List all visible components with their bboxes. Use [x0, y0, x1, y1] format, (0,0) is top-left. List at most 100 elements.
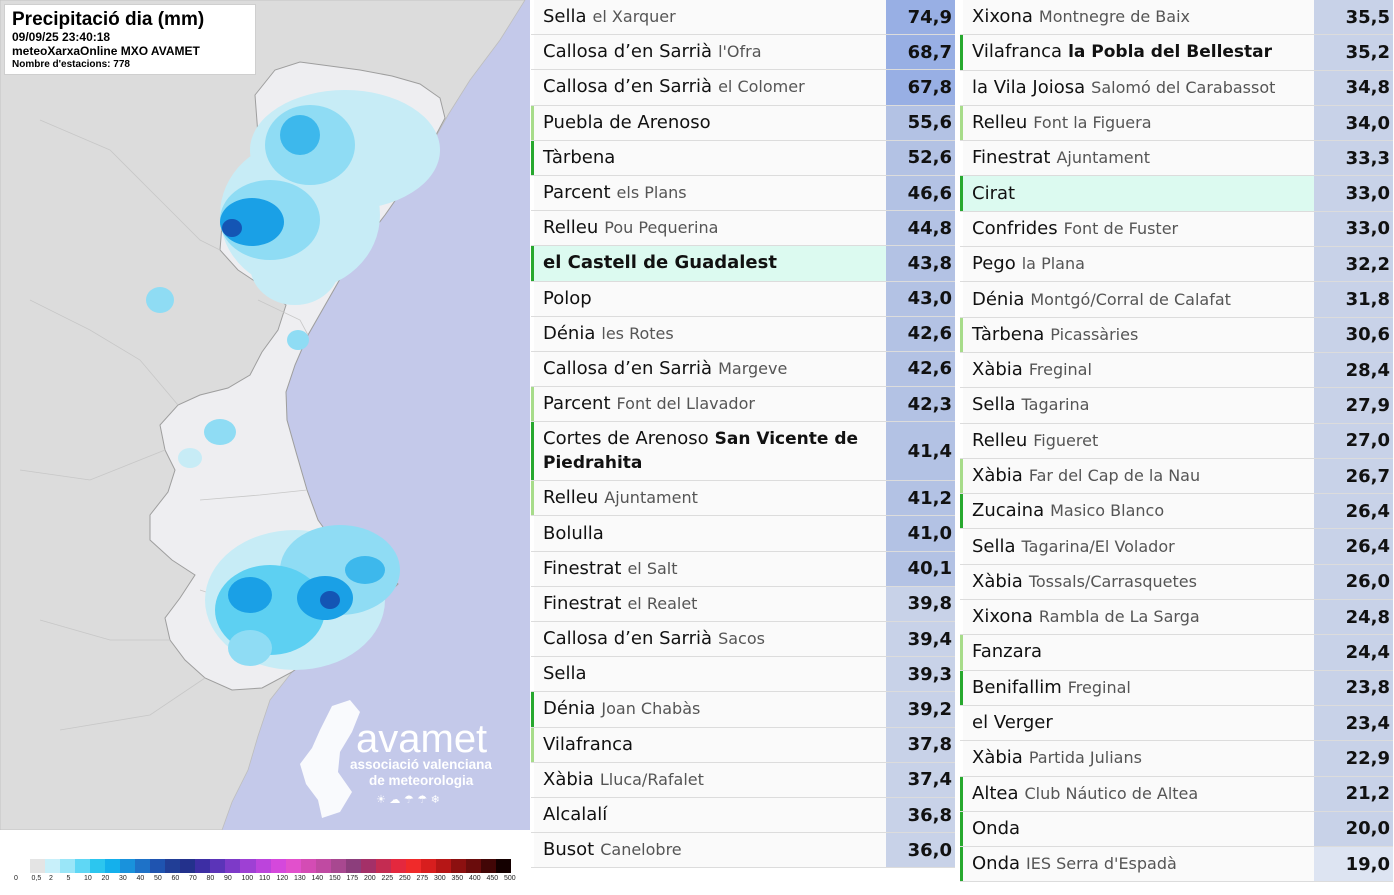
legend-swatch — [75, 859, 91, 873]
station-row[interactable]: Sella el Xarquer 74,9 — [531, 0, 955, 36]
station-row[interactable]: Sella Tagarina 27,9 — [960, 388, 1393, 424]
station-name: Sella — [543, 662, 587, 686]
legend-swatch — [90, 859, 106, 873]
station-municipality: Relleu — [543, 217, 599, 239]
precipitation-value: 32,2 — [1314, 247, 1393, 282]
legend-swatch — [255, 859, 271, 873]
station-row[interactable]: el Castell de Guadalest 43,8 — [531, 246, 955, 282]
station-row[interactable]: Tàrbena Picassàries 30,6 — [960, 317, 1393, 353]
station-row[interactable]: Parcent els Plans 46,6 — [531, 175, 955, 212]
legend-swatch — [330, 859, 346, 873]
station-municipality: Parcent — [543, 393, 611, 415]
station-municipality: Xàbia — [972, 747, 1023, 769]
station-row[interactable]: Fanzara 24,4 — [960, 635, 1393, 671]
station-row[interactable]: Relleu Figueret 27,0 — [960, 423, 1393, 459]
station-location: Montnegre de Baix — [1038, 7, 1190, 27]
station-name: Finestrat el Realet — [543, 592, 697, 616]
station-row[interactable]: Puebla de Arenoso 55,6 — [531, 105, 955, 141]
station-row[interactable]: Polop 43,0 — [531, 281, 955, 317]
station-location: Tossals/Carrasquetes — [1028, 571, 1197, 591]
station-row[interactable]: Sella 39,3 — [531, 657, 955, 693]
map-title: Precipitació dia (mm) — [12, 9, 205, 30]
precipitation-value: 44,8 — [886, 211, 955, 246]
legend-label: 140 — [311, 875, 324, 882]
station-row[interactable]: Callosa d’en Sarrià l'Ofra 68,7 — [531, 35, 955, 71]
station-name: Relleu Ajuntament — [543, 486, 698, 510]
legend-label: 225 — [381, 875, 394, 882]
station-name: Pego la Plana — [972, 252, 1085, 276]
station-row[interactable]: Bolulla 41,0 — [531, 516, 955, 552]
station-row[interactable]: Cortes de Arenoso San Vicente de Piedrahi… — [531, 422, 955, 482]
station-name: Sella el Xarquer — [543, 5, 676, 29]
precipitation-value: 55,6 — [886, 105, 955, 140]
station-municipality: Callosa d’en Sarrià — [543, 41, 713, 63]
station-row[interactable]: Tàrbena 52,6 — [531, 140, 955, 176]
station-row[interactable]: Pego la Plana 32,2 — [960, 247, 1393, 283]
station-location: el Realet — [627, 593, 698, 613]
station-row[interactable]: Dénia Joan Chabàs 39,2 — [531, 692, 955, 728]
station-row[interactable]: el Verger 23,4 — [960, 705, 1393, 742]
station-municipality: Tàrbena — [972, 323, 1045, 345]
station-row[interactable]: Xàbia Far del Cap de la Nau 26,7 — [960, 458, 1393, 495]
station-municipality: Parcent — [543, 182, 611, 204]
station-row[interactable]: Altea Club Náutico de Altea 21,2 — [960, 776, 1393, 812]
legend-swatch — [60, 859, 76, 873]
station-location: Margeve — [718, 358, 788, 378]
station-row[interactable]: Callosa d’en Sarrià Margeve 42,6 — [531, 351, 955, 388]
station-municipality: Alcalalí — [543, 804, 608, 826]
station-row[interactable]: Sella Tagarina/El Volador 26,4 — [960, 529, 1393, 565]
station-row[interactable]: Xàbia Tossals/Carrasquetes 26,0 — [960, 564, 1393, 601]
station-row[interactable]: Vilafranca la Pobla del Bellestar 35,2 — [960, 35, 1393, 71]
station-row[interactable]: Relleu Ajuntament 41,2 — [531, 481, 955, 517]
station-row[interactable]: Dénia Montgó/Corral de Calafat 31,8 — [960, 282, 1393, 318]
station-row[interactable]: Onda 20,0 — [960, 811, 1393, 848]
legend-swatch — [135, 859, 151, 873]
station-row[interactable]: Alcalalí 36,8 — [531, 797, 955, 834]
precipitation-value: 33,3 — [1314, 141, 1393, 176]
station-row[interactable]: Parcent Font del Llavador 42,3 — [531, 387, 955, 423]
station-row[interactable]: Busot Canelobre 36,0 — [531, 833, 955, 869]
station-row[interactable]: Xàbia Partida Julians 22,9 — [960, 741, 1393, 777]
station-name: la Vila Joiosa Salomó del Carabassot — [972, 76, 1275, 100]
station-row[interactable]: Callosa d’en Sarrià el Colomer 67,8 — [531, 70, 955, 106]
station-location: Sacos — [718, 629, 765, 649]
station-row[interactable]: Confrides Font de Fuster 33,0 — [960, 211, 1393, 248]
station-row[interactable]: Finestrat el Realet 39,8 — [531, 586, 955, 622]
station-row[interactable]: Xixona Montnegre de Baix 35,5 — [960, 0, 1393, 36]
station-row[interactable]: Xàbia Lluca/Rafalet 37,4 — [531, 762, 955, 798]
station-name: Onda — [972, 817, 1020, 841]
station-row[interactable]: Xixona Rambla de La Sarga 24,8 — [960, 600, 1393, 636]
precipitation-value: 43,8 — [886, 246, 955, 281]
station-row[interactable]: Zucaina Masico Blanco 26,4 — [960, 494, 1393, 530]
legend-swatch — [195, 859, 211, 873]
station-row[interactable]: Callosa d’en Sarrià Sacos 39,4 — [531, 622, 955, 658]
station-row[interactable]: Cirat 33,0 — [960, 176, 1393, 212]
station-row[interactable]: Benifallim Freginal 23,8 — [960, 670, 1393, 706]
station-municipality: Sella — [543, 663, 587, 685]
station-row[interactable]: Finestrat el Salt 40,1 — [531, 551, 955, 587]
station-name: Puebla de Arenoso — [543, 111, 711, 135]
station-row[interactable]: Vilafranca 37,8 — [531, 727, 955, 763]
station-name-cell: la Vila Joiosa Salomó del Carabassot — [960, 70, 1314, 105]
station-municipality: el Castell de Guadalest — [543, 252, 777, 274]
station-row[interactable]: Relleu Font la Figuera 34,0 — [960, 105, 1393, 142]
station-name: Onda IES Serra d'Espadà — [972, 852, 1177, 876]
station-row[interactable]: la Vila Joiosa Salomó del Carabassot 34,8 — [960, 70, 1393, 106]
station-row[interactable]: Relleu Pou Pequerina 44,8 — [531, 211, 955, 247]
station-municipality: Onda — [972, 817, 1021, 839]
station-location: el Xarquer — [592, 7, 676, 27]
station-row[interactable]: Dénia les Rotes 42,6 — [531, 316, 955, 352]
legend-label: 70 — [189, 875, 197, 882]
precipitation-value: 35,5 — [1314, 0, 1393, 35]
precipitation-value: 39,2 — [886, 692, 955, 727]
station-row[interactable]: Finestrat Ajuntament 33,3 — [960, 141, 1393, 177]
station-municipality: Finestrat — [543, 557, 622, 579]
station-row[interactable]: Xàbia Freginal 28,4 — [960, 352, 1393, 389]
station-municipality: Xàbia — [972, 359, 1023, 381]
precipitation-value: 39,4 — [886, 622, 955, 657]
precipitation-value: 27,0 — [1314, 423, 1393, 458]
station-row[interactable]: Onda IES Serra d'Espadà 19,0 — [960, 847, 1393, 883]
station-name: Sella Tagarina/El Volador — [972, 535, 1175, 559]
station-location: Pou Pequerina — [604, 218, 719, 238]
station-name-cell: Finestrat el Salt — [531, 551, 886, 586]
